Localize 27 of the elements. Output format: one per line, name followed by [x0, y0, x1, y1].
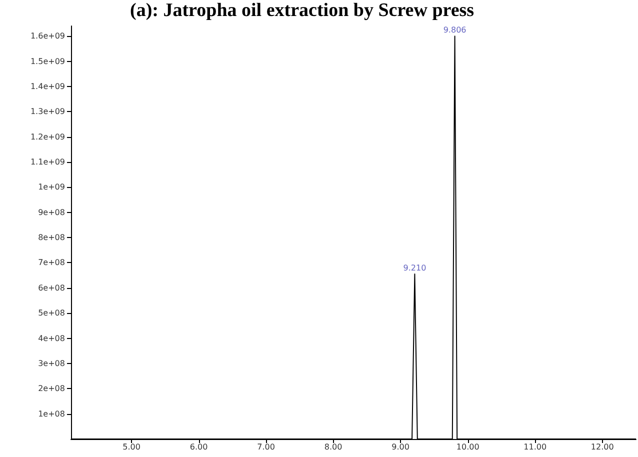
- y-tick-label: 9e+08: [38, 208, 65, 217]
- y-tick-label: 1e+09: [38, 182, 65, 192]
- y-tick-label: 1.4e+09: [30, 82, 65, 91]
- y-tick-label: 5e+08: [38, 308, 65, 318]
- x-tick-label: 7.00: [257, 442, 275, 452]
- y-tick-label: 1.1e+09: [30, 157, 65, 166]
- x-tick-label: 11.00: [524, 442, 547, 452]
- y-tick-label: 7e+08: [38, 258, 65, 268]
- y-tick-label: 1.6e+09: [30, 32, 65, 41]
- y-tick-label: 1e+08: [38, 409, 65, 418]
- x-tick-label: 12.00: [590, 442, 614, 452]
- x-tick-label: 10.00: [456, 442, 480, 452]
- y-tick-label: 6e+08: [38, 283, 65, 292]
- annotation: 9.210: [403, 264, 426, 273]
- x-tick-label: 5.00: [122, 442, 140, 452]
- x-tick-label: 8.00: [324, 442, 342, 452]
- y-tick-label: 2e+08: [38, 384, 65, 394]
- y-tick-label: 1.2e+09: [30, 132, 65, 142]
- y-tick-label: 1.5e+09: [30, 56, 65, 66]
- y-tick-label: 4e+08: [38, 334, 65, 343]
- x-tick-label: 6.00: [190, 442, 208, 452]
- x-tick-label: 9.00: [392, 442, 410, 452]
- y-tick-label: 1.3e+09: [30, 107, 65, 116]
- y-tick-label: 3e+08: [38, 358, 65, 368]
- y-tick-label: 8e+08: [38, 233, 65, 242]
- annotation: 9.806: [443, 26, 466, 35]
- chart-title: (a): Jatropha oil extraction by Screw press: [130, 0, 474, 21]
